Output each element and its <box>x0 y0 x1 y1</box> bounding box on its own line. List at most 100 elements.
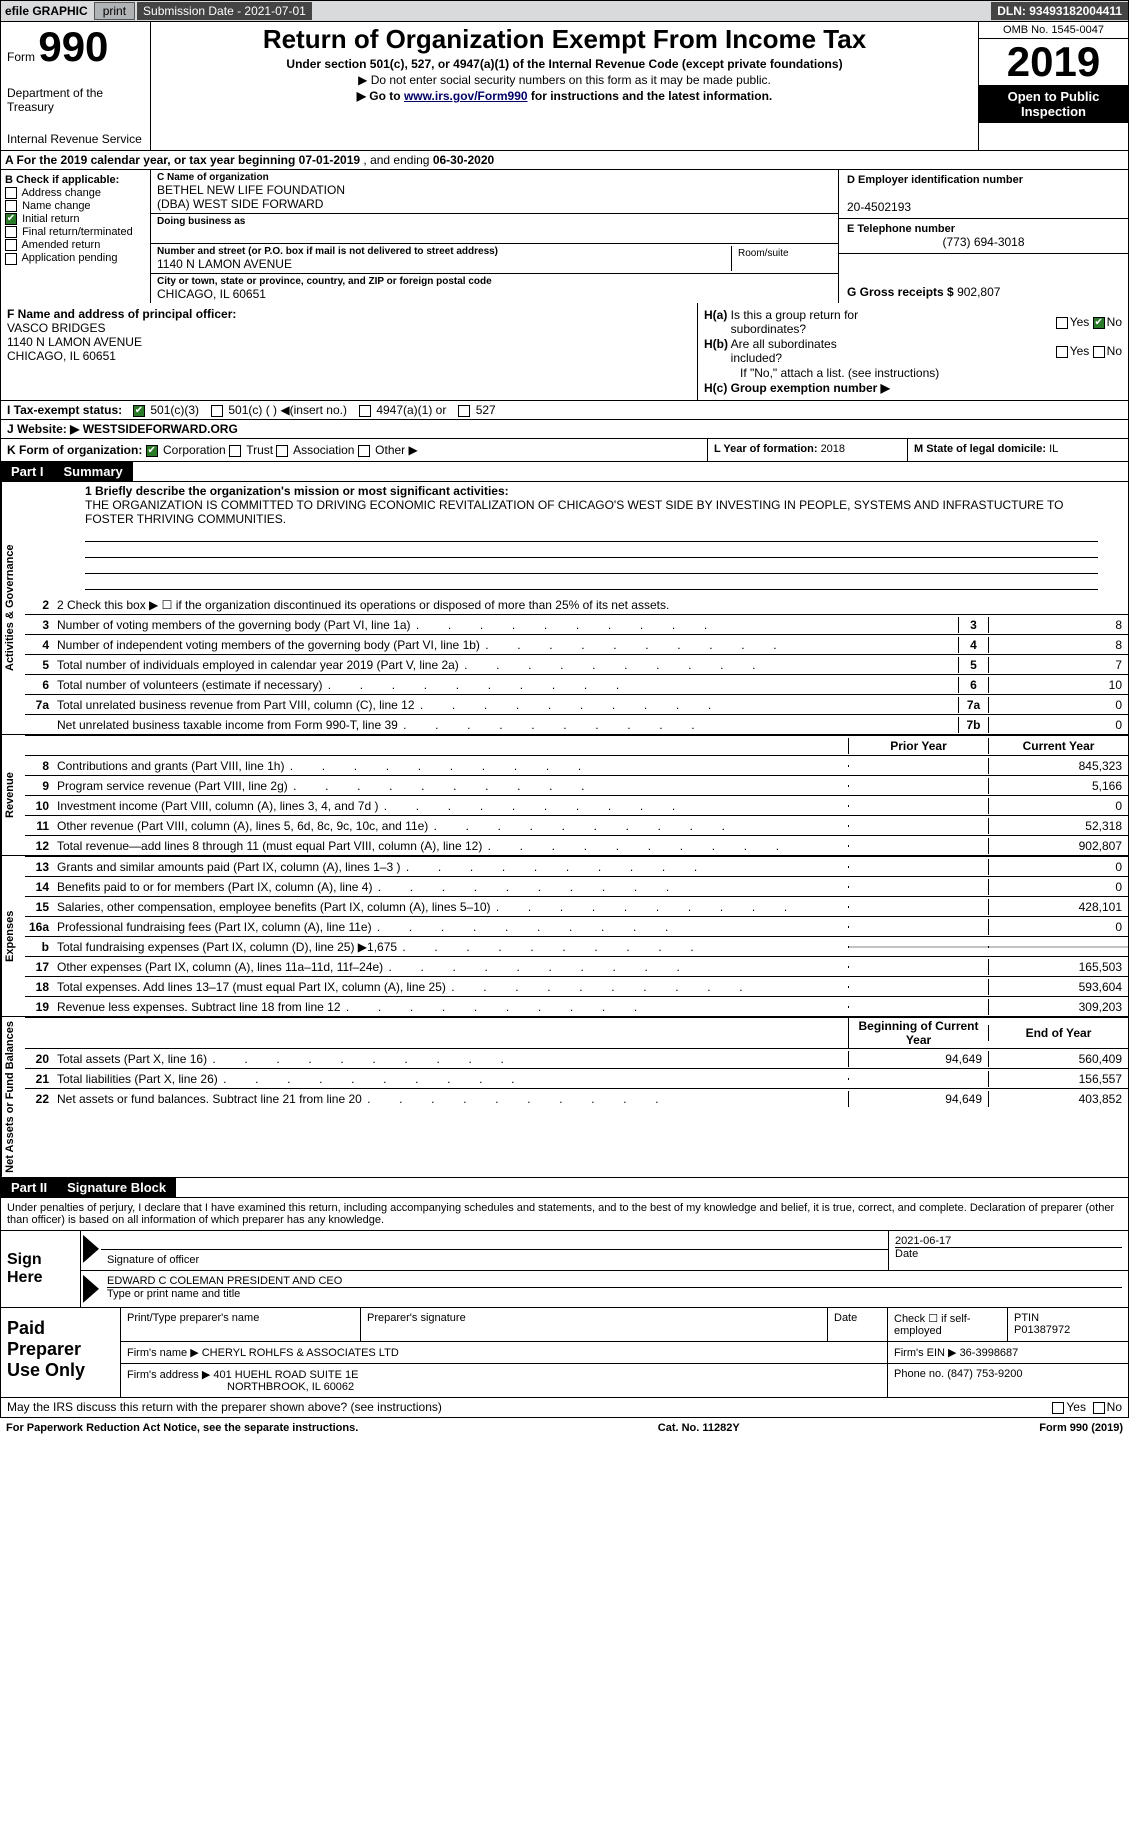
discuss-yes[interactable]: Yes <box>1052 1400 1086 1414</box>
chk-address[interactable]: Address change <box>5 187 146 199</box>
form-label: Form <box>7 50 35 64</box>
arrow-icon <box>83 1235 99 1263</box>
status-501c3[interactable]: ✔ 501(c)(3) <box>133 403 199 417</box>
submission-date: Submission Date - 2021-07-01 <box>137 2 312 20</box>
website-value: WESTSIDEFORWARD.ORG <box>79 422 237 436</box>
note-link: ▶ Go to www.irs.gov/Form990 for instruct… <box>157 89 972 103</box>
irs-link[interactable]: www.irs.gov/Form990 <box>404 89 528 103</box>
line-k: K Form of organization: ✔ Corporation Tr… <box>0 439 1129 462</box>
table-row: 9Program service revenue (Part VIII, lin… <box>25 775 1128 795</box>
officer-printed: EDWARD C COLEMAN PRESIDENT AND CEO <box>107 1275 1122 1287</box>
officer-label: F Name and address of principal officer: <box>7 307 236 321</box>
table-row: Net unrelated business taxable income fr… <box>25 714 1128 734</box>
section-bcd: B Check if applicable: Address change Na… <box>0 170 1129 303</box>
hb-yes[interactable]: Yes <box>1056 344 1090 358</box>
table-row: 12Total revenue—add lines 8 through 11 (… <box>25 835 1128 855</box>
dln-label: DLN: 93493182004411 <box>991 2 1128 20</box>
dept-irs: Internal Revenue Service <box>7 132 144 146</box>
paid-preparer-label: Paid Preparer Use Only <box>1 1308 121 1397</box>
status-501c[interactable]: 501(c) ( ) ◀(insert no.) <box>211 403 347 417</box>
col-d-right: D Employer identification number 20-4502… <box>838 170 1128 303</box>
telephone: (773) 694-3018 <box>847 235 1120 249</box>
firm-addr2: NORTHBROOK, IL 60062 <box>127 1381 354 1393</box>
table-row: 8Contributions and grants (Part VIII, li… <box>25 755 1128 775</box>
table-row: 17Other expenses (Part IX, column (A), l… <box>25 956 1128 976</box>
table-row: 19Revenue less expenses. Subtract line 1… <box>25 996 1128 1016</box>
efile-label: efile GRAPHIC <box>1 4 92 18</box>
part2-header: Part II Signature Block <box>0 1178 1129 1198</box>
penalty-text: Under penalties of perjury, I declare th… <box>1 1198 1128 1230</box>
footer-right: Form 990 (2019) <box>1039 1422 1123 1434</box>
mission-text: THE ORGANIZATION IS COMMITTED TO DRIVING… <box>85 498 1063 526</box>
discuss-no[interactable]: No <box>1093 1400 1122 1414</box>
status-4947[interactable]: 4947(a)(1) or <box>359 403 446 417</box>
line-a: A For the 2019 calendar year, or tax yea… <box>0 151 1129 170</box>
chk-amended[interactable]: Amended return <box>5 239 146 251</box>
note-ssn: ▶ Do not enter social security numbers o… <box>157 73 972 87</box>
section-governance: Activities & Governance 1 Briefly descri… <box>0 482 1129 735</box>
firm-phone: (847) 753-9200 <box>947 1368 1022 1380</box>
state-domicile: IL <box>1049 443 1058 455</box>
k-corp[interactable]: ✔ Corporation <box>146 443 226 457</box>
table-row: 14Benefits paid to or for members (Part … <box>25 876 1128 896</box>
ha-yes[interactable]: Yes <box>1056 315 1090 329</box>
print-button[interactable]: print <box>94 2 135 20</box>
page-footer: For Paperwork Reduction Act Notice, see … <box>0 1418 1129 1438</box>
omb-number: OMB No. 1545-0047 <box>979 22 1128 39</box>
status-527[interactable]: 527 <box>458 403 495 417</box>
chk-initial[interactable]: ✔ Initial return <box>5 213 146 225</box>
open-inspection: Open to Public Inspection <box>979 85 1128 123</box>
sig-date: 2021-06-17 <box>895 1235 1122 1247</box>
org-dba: (DBA) WEST SIDE FORWARD <box>157 197 832 211</box>
mission-block: 1 Briefly describe the organization's mi… <box>25 482 1128 594</box>
chk-name[interactable]: Name change <box>5 200 146 212</box>
form-subtitle: Under section 501(c), 527, or 4947(a)(1)… <box>157 57 972 71</box>
form-header: Form 990 Department of the Treasury Inte… <box>0 22 1129 151</box>
chk-pending[interactable]: Application pending <box>5 252 146 264</box>
table-row: 16aProfessional fundraising fees (Part I… <box>25 916 1128 936</box>
vtab-netassets: Net Assets or Fund Balances <box>1 1017 25 1177</box>
col-b-checkboxes: B Check if applicable: Address change Na… <box>1 170 151 303</box>
form-number: 990 <box>38 23 108 70</box>
firm-ein: 36-3998687 <box>960 1347 1019 1359</box>
table-row: 20Total assets (Part X, line 16)94,64956… <box>25 1048 1128 1068</box>
dept-treasury: Department of the Treasury <box>7 86 144 114</box>
k-trust[interactable]: Trust <box>229 443 273 457</box>
table-row: 4Number of independent voting members of… <box>25 634 1128 654</box>
firm-addr1: 401 HUEHL ROAD SUITE 1E <box>213 1369 358 1381</box>
section-revenue: Revenue Prior Year Current Year 8Contrib… <box>0 735 1129 856</box>
part1-header: Part I Summary <box>0 462 1129 482</box>
officer-addr1: 1140 N LAMON AVENUE <box>7 335 142 349</box>
tax-year: 2019 <box>979 39 1128 85</box>
ein-value: 20-4502193 <box>847 200 911 214</box>
room-suite: Room/suite <box>732 246 832 271</box>
discuss-question: May the IRS discuss this return with the… <box>7 1400 1052 1414</box>
k-assoc[interactable]: Association <box>276 443 354 457</box>
ptin-value: P01387972 <box>1014 1324 1070 1336</box>
firm-name: CHERYL ROHLFS & ASSOCIATES LTD <box>202 1347 399 1359</box>
officer-name: VASCO BRIDGES <box>7 321 105 335</box>
chk-final[interactable]: Final return/terminated <box>5 226 146 238</box>
ha-no[interactable]: ✔No <box>1093 315 1122 329</box>
vtab-governance: Activities & Governance <box>1 482 25 734</box>
table-row: 6Total number of volunteers (estimate if… <box>25 674 1128 694</box>
vtab-expenses: Expenses <box>1 856 25 1016</box>
table-row: 15Salaries, other compensation, employee… <box>25 896 1128 916</box>
arrow-icon <box>83 1275 99 1303</box>
k-other[interactable]: Other ▶ <box>358 443 418 457</box>
year-formation: 2018 <box>821 443 845 455</box>
gross-receipts: 902,807 <box>957 285 1000 299</box>
table-row: 21Total liabilities (Part X, line 26)156… <box>25 1068 1128 1088</box>
table-row: 7aTotal unrelated business revenue from … <box>25 694 1128 714</box>
line-j-website: J Website: ▶ WESTSIDEFORWARD.ORG <box>0 420 1129 439</box>
section-netassets: Net Assets or Fund Balances Beginning of… <box>0 1017 1129 1178</box>
table-row: 13Grants and similar amounts paid (Part … <box>25 856 1128 876</box>
section-expenses: Expenses 13Grants and similar amounts pa… <box>0 856 1129 1017</box>
vtab-revenue: Revenue <box>1 735 25 855</box>
footer-cat: Cat. No. 11282Y <box>358 1422 1039 1434</box>
table-row: 3Number of voting members of the governi… <box>25 614 1128 634</box>
hb-no[interactable]: No <box>1093 344 1122 358</box>
table-row: 5Total number of individuals employed in… <box>25 654 1128 674</box>
table-row: 22Net assets or fund balances. Subtract … <box>25 1088 1128 1108</box>
signature-block: Under penalties of perjury, I declare th… <box>0 1198 1129 1418</box>
